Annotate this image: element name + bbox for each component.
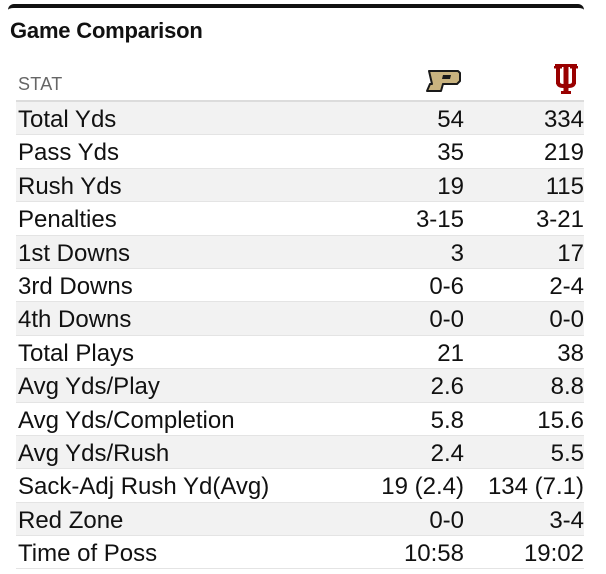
- stat-label: Avg Yds/Completion: [18, 406, 235, 434]
- table-row: Avg Yds/Play 2.6 8.8: [16, 369, 584, 403]
- table-row: Rush Yds 19 115: [16, 168, 584, 203]
- stat-label: Time of Poss: [18, 540, 158, 568]
- stats-table: Total Yds 54 334 Pass Yds 35 219 Rush Yd…: [16, 100, 584, 570]
- stat-label: Sack-Adj Rush Yd(Avg): [18, 473, 270, 501]
- team1-value: 35: [437, 139, 464, 167]
- table-row: Avg Yds/Rush 2.4 5.5: [16, 435, 584, 470]
- team1-value: 0-6: [429, 272, 464, 300]
- stat-label: Red Zone: [18, 506, 124, 534]
- team2-value: 19:02: [523, 540, 584, 568]
- team2-value: 2-4: [549, 272, 584, 300]
- stat-label: 1st Downs: [18, 239, 131, 267]
- team1-value: 0-0: [429, 506, 464, 534]
- table-row: Sack-Adj Rush Yd(Avg) 19 (2.4) 134 (7.1): [16, 469, 584, 503]
- stat-label: 4th Downs: [18, 306, 132, 334]
- team2-value: 3-4: [549, 506, 584, 534]
- table-row: 4th Downs 0-0 0-0: [16, 302, 584, 336]
- widget-title: Game Comparison: [10, 18, 203, 43]
- stat-label: Avg Yds/Rush: [18, 439, 170, 467]
- table-row: Total Yds 54 334: [16, 102, 584, 136]
- table-row: Total Plays 21 38: [16, 335, 584, 370]
- team1-value: 10:58: [403, 540, 464, 568]
- team2-value: 334: [543, 106, 584, 133]
- stat-label: Rush Yds: [18, 172, 122, 200]
- table-row: Time of Poss 10:58 19:02: [16, 536, 584, 570]
- table-row: Red Zone 0-0 3-4: [16, 502, 584, 537]
- team2-value: 15.6: [537, 406, 584, 434]
- stat-label: Pass Yds: [18, 139, 119, 167]
- team1-value: 5.8: [430, 406, 464, 434]
- stat-label: Avg Yds/Play: [18, 373, 160, 401]
- team2-value: 5.5: [550, 439, 584, 467]
- team1-value: 2.6: [430, 373, 464, 401]
- team1-value: 2.4: [430, 439, 464, 467]
- table-row: 1st Downs 3 17: [16, 235, 584, 269]
- table-row: 3rd Downs 0-6 2-4: [16, 268, 584, 303]
- team1-value: 21: [437, 339, 464, 367]
- team1-value: 0-0: [429, 306, 464, 334]
- stat-column-header: STAT: [18, 74, 63, 94]
- team1-value: 54: [437, 106, 464, 133]
- stat-label: Penalties: [18, 206, 117, 234]
- team2-value: 38: [557, 339, 584, 367]
- stat-label: Total Yds: [18, 106, 117, 133]
- game-comparison-card: Game Comparison STAT Tota: [8, 4, 584, 574]
- team1-value: 3: [450, 239, 464, 267]
- table-row: Penalties 3-15 3-21: [16, 202, 584, 236]
- stat-label: Total Plays: [18, 339, 135, 367]
- team2-value: 17: [557, 239, 584, 267]
- team2-value: 8.8: [550, 373, 584, 401]
- team1-value: 3-15: [415, 206, 464, 234]
- table-row: Avg Yds/Completion 5.8 15.6: [16, 402, 584, 436]
- team1-value: 19 (2.4): [381, 473, 464, 501]
- purdue-p-logo-icon[interactable]: [424, 60, 464, 96]
- team2-value: 0-0: [549, 306, 584, 334]
- team2-value: 134 (7.1): [487, 473, 584, 501]
- team2-value: 219: [543, 139, 584, 167]
- table-row: Pass Yds 35 219: [16, 135, 584, 169]
- team1-value: 19: [437, 172, 464, 200]
- team2-value: 3-21: [535, 206, 584, 234]
- team2-value: 115: [545, 172, 584, 200]
- indiana-iu-logo-icon[interactable]: [546, 60, 586, 96]
- table-header: STAT: [16, 60, 584, 98]
- stat-label: 3rd Downs: [18, 272, 133, 300]
